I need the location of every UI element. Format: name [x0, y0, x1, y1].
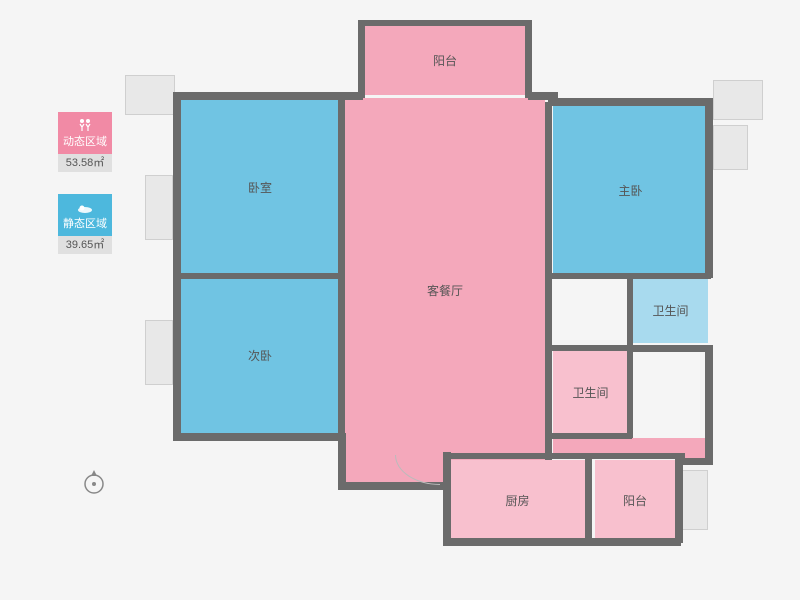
wall — [545, 102, 552, 460]
wall — [548, 345, 632, 351]
wall — [173, 92, 363, 100]
room-label: 厨房 — [505, 492, 529, 509]
wall — [358, 20, 532, 26]
wall — [548, 433, 632, 439]
room-bath2: 卫生间 — [553, 350, 628, 435]
legend-dynamic-value: 53.58㎡ — [58, 154, 112, 172]
legend-static-value: 39.65㎡ — [58, 236, 112, 254]
room-label: 卧室 — [248, 179, 272, 196]
room-label: 卫生间 — [652, 302, 688, 319]
deco-top-right-2 — [713, 125, 748, 170]
wall — [173, 433, 345, 441]
wall — [443, 538, 681, 546]
deco-left-2 — [145, 320, 173, 385]
room-living: 客餐厅 — [345, 98, 545, 483]
room-label: 卫生间 — [572, 384, 608, 401]
wall — [627, 348, 633, 438]
wall — [675, 458, 683, 543]
legend-static: 静态区域 — [58, 194, 112, 236]
legend-dynamic: 动态区域 — [58, 112, 112, 154]
wall — [443, 452, 451, 545]
deco-top-right — [713, 80, 763, 120]
room-label: 阳台 — [623, 492, 647, 509]
legend-dynamic-label: 动态区域 — [63, 133, 107, 149]
compass-icon — [80, 468, 108, 496]
wall — [525, 20, 532, 98]
wall — [177, 273, 342, 279]
wall — [443, 453, 685, 459]
people-icon — [77, 118, 93, 132]
room-master-bed: 主卧 — [553, 105, 708, 275]
deco-bottom-right — [680, 470, 708, 530]
room-label: 次卧 — [248, 347, 272, 364]
wall — [705, 345, 713, 463]
wall — [338, 98, 345, 438]
wall — [585, 456, 592, 541]
wall — [705, 98, 713, 278]
legend-panel: 动态区域 53.58㎡ 静态区域 39.65㎡ — [58, 112, 112, 276]
wall — [173, 92, 181, 440]
wall — [627, 276, 633, 348]
wall — [627, 345, 712, 352]
wall — [548, 98, 713, 106]
floorplan: 阳台 客餐厅 卧室 次卧 主卧 卫生间 卫生间 厨房 阳台 — [165, 20, 760, 580]
room-balcony-small: 阳台 — [595, 460, 675, 540]
legend-static-label: 静态区域 — [63, 215, 107, 231]
wall — [358, 20, 365, 98]
room-label: 主卧 — [618, 182, 642, 199]
room-kitchen: 厨房 — [450, 460, 585, 540]
room-balcony-top: 阳台 — [365, 25, 525, 95]
deco-left — [145, 175, 173, 240]
sleep-icon — [77, 200, 93, 214]
room-bedroom: 卧室 — [180, 100, 340, 275]
deco-top-left — [125, 75, 175, 115]
room-second-bed: 次卧 — [180, 278, 340, 433]
room-label: 客餐厅 — [427, 282, 463, 299]
room-label: 阳台 — [433, 52, 457, 69]
room-bath1: 卫生间 — [633, 278, 708, 343]
wall — [338, 433, 346, 488]
